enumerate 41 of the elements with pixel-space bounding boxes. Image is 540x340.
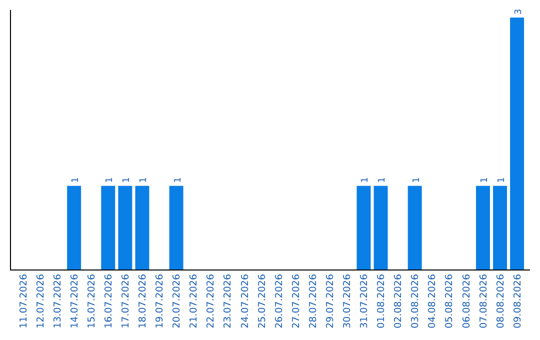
x-tick-label: 01.08.2026 (376, 274, 388, 328)
x-tick-label: 19.07.2026 (154, 274, 166, 328)
x-tick-label: 22.07.2026 (206, 274, 217, 328)
data-label: 1 (360, 177, 371, 183)
x-tick-label: 05.08.2026 (444, 274, 456, 328)
data-label: 1 (412, 177, 422, 183)
x-tick-label: 07.08.2026 (478, 274, 490, 328)
x-tick-label: 08.08.2026 (495, 274, 506, 328)
x-tick-label: 24.07.2026 (240, 274, 251, 328)
x-tick-label: 27.07.2026 (290, 274, 302, 328)
x-tick-label: 23.07.2026 (222, 274, 234, 328)
x-tick-label: 18.07.2026 (138, 274, 149, 328)
x-tick-label: 20.07.2026 (172, 274, 183, 328)
x-tick-label: 28.07.2026 (308, 274, 319, 328)
data-label: 1 (497, 177, 508, 183)
x-tick-label: 06.08.2026 (461, 274, 472, 328)
x-tick-label: 03.08.2026 (410, 274, 422, 328)
data-label: 3 (514, 8, 524, 15)
x-tick-label: 11.07.2026 (18, 274, 30, 328)
x-tick-label: 30.07.2026 (342, 274, 353, 328)
data-label: 1 (378, 177, 388, 183)
data-label: 1 (480, 177, 490, 183)
x-tick-label: 29.07.2026 (324, 274, 336, 328)
x-tick-label: 26.07.2026 (274, 274, 285, 328)
data-label: 1 (122, 177, 132, 183)
x-tick-label: 21.07.2026 (188, 274, 200, 328)
x-tick-label: 15.07.2026 (86, 274, 98, 328)
data-label: 1 (105, 177, 116, 183)
x-tick-label: 02.08.2026 (393, 274, 404, 328)
x-tick-label: 13.07.2026 (52, 274, 64, 328)
x-tick-label: 04.08.2026 (427, 274, 438, 328)
data-label: 1 (71, 177, 82, 183)
x-tick-label: 14.07.2026 (69, 274, 80, 328)
x-tick-label: 09.08.2026 (512, 274, 524, 328)
x-tick-label: 16.07.2026 (103, 274, 114, 328)
data-label: 1 (139, 177, 150, 183)
data-label: 1 (173, 177, 184, 183)
x-tick-label: 12.07.2026 (35, 274, 46, 328)
x-tick-label: 31.07.2026 (359, 274, 370, 328)
x-tick-label: 17.07.2026 (120, 274, 132, 328)
x-tick-label: 25.07.2026 (256, 274, 268, 328)
